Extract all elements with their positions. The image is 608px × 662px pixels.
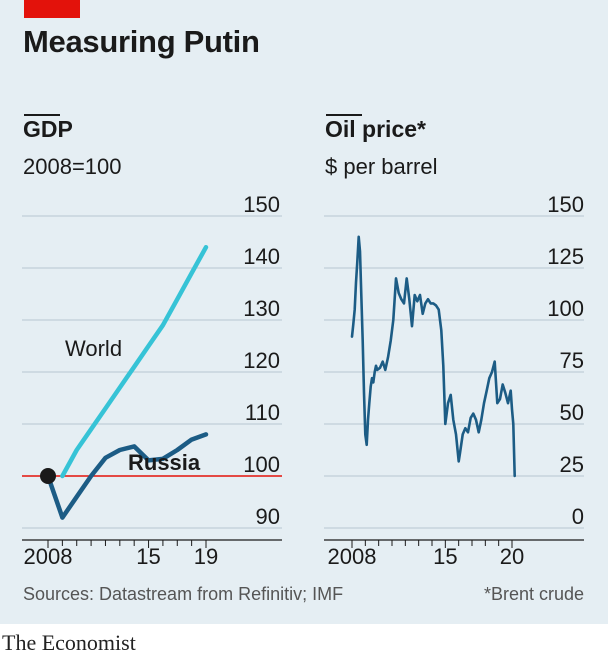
gdp-y-tick-label: 150 bbox=[243, 192, 280, 217]
gdp-x-tick-label: 15 bbox=[136, 544, 160, 569]
oil-y-tick-label: 125 bbox=[547, 244, 584, 269]
gdp-series-russia bbox=[45, 432, 209, 520]
figure-title: Measuring Putin bbox=[23, 24, 260, 59]
gdp-y-tick-label: 130 bbox=[243, 296, 280, 321]
oil-x-tick-label: 2008 bbox=[328, 544, 377, 569]
oil-y-tick-label: 25 bbox=[560, 452, 584, 477]
gdp-y-tick-label: 120 bbox=[243, 348, 280, 373]
oil-x-tick-label: 20 bbox=[500, 544, 524, 569]
gdp-annotation-world: World bbox=[65, 336, 122, 361]
publisher-logo: The Economist bbox=[2, 630, 136, 655]
oil-series-brent-crude bbox=[350, 235, 517, 478]
footnote: *Brent crude bbox=[483, 584, 584, 604]
oil-panel-title: Oil price* bbox=[325, 116, 426, 142]
oil-panel-subtitle: $ per barrel bbox=[325, 154, 438, 179]
oil-x-tick-label: 15 bbox=[433, 544, 457, 569]
gdp-series-world bbox=[60, 244, 209, 479]
gdp-title-rule bbox=[24, 114, 60, 116]
gdp-start-marker bbox=[40, 468, 56, 484]
brand-strip: The Economist bbox=[0, 624, 608, 662]
gdp-y-tick-label: 140 bbox=[243, 244, 280, 269]
gdp-panel-subtitle: 2008=100 bbox=[23, 154, 122, 179]
gdp-x-tick-label: 19 bbox=[194, 544, 218, 569]
gdp-y-tick-label: 110 bbox=[245, 400, 280, 425]
gdp-panel-title: GDP bbox=[23, 116, 73, 142]
oil-y-tick-label: 100 bbox=[547, 296, 584, 321]
source-note: Sources: Datastream from Refinitiv; IMF bbox=[23, 584, 344, 604]
gdp-x-tick-label: 2008 bbox=[24, 544, 73, 569]
oil-title-rule bbox=[326, 114, 362, 116]
oil-y-tick-label: 150 bbox=[547, 192, 584, 217]
gdp-y-tick-label: 90 bbox=[256, 504, 280, 529]
oil-y-tick-label: 50 bbox=[560, 400, 584, 425]
oil-y-tick-label: 75 bbox=[560, 348, 584, 373]
gdp-y-tick-label: 100 bbox=[243, 452, 280, 477]
brand-red-tag bbox=[24, 0, 80, 18]
oil-y-tick-label: 0 bbox=[572, 504, 584, 529]
gdp-annotation-russia: Russia bbox=[128, 450, 201, 475]
